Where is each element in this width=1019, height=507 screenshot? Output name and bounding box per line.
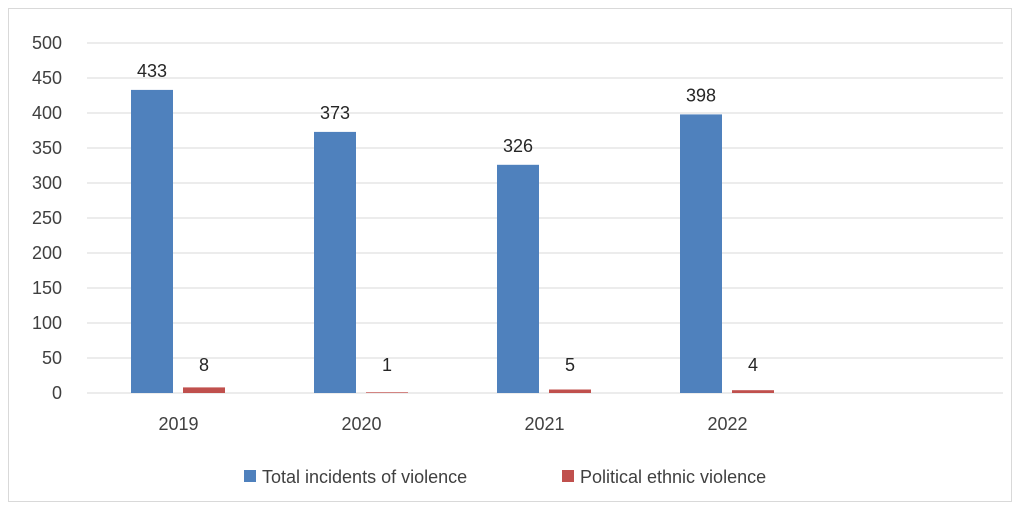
y-tick-label: 450 [32, 68, 62, 88]
bar-total-incidents-2022 [680, 114, 722, 394]
x-tick-label: 2022 [707, 414, 747, 434]
y-axis-tick-labels: 0 50 100 150 200 250 300 350 400 450 500 [32, 33, 62, 403]
legend-label-political-ethnic: Political ethnic violence [580, 467, 766, 487]
data-label-total-incidents-2020: 373 [320, 103, 350, 123]
legend-swatch-political-ethnic [562, 470, 574, 482]
bar-total-incidents-2021 [497, 164, 539, 393]
bars [131, 89, 774, 394]
x-tick-label: 2019 [158, 414, 198, 434]
y-tick-label: 50 [42, 348, 62, 368]
data-label-political-ethnic-2022: 4 [748, 355, 758, 375]
data-label-total-incidents-2021: 326 [503, 136, 533, 156]
legend: Total incidents of violence Political et… [244, 467, 766, 487]
data-label-total-incidents-2022: 398 [686, 85, 716, 105]
bar-total-incidents-2019 [131, 89, 173, 394]
legend-swatch-total-incidents [244, 470, 256, 482]
data-label-political-ethnic-2019: 8 [199, 355, 209, 375]
y-tick-label: 350 [32, 138, 62, 158]
legend-label-total-incidents: Total incidents of violence [262, 467, 467, 487]
bar-total-incidents-2020 [314, 131, 356, 393]
y-tick-label: 300 [32, 173, 62, 193]
bar-political-ethnic-2020 [366, 392, 408, 393]
data-labels: 433 8 373 1 326 5 398 4 [137, 61, 758, 375]
data-label-total-incidents-2019: 433 [137, 61, 167, 81]
data-label-political-ethnic-2021: 5 [565, 355, 575, 375]
y-tick-label: 150 [32, 278, 62, 298]
x-tick-label: 2020 [341, 414, 381, 434]
y-tick-label: 500 [32, 33, 62, 53]
x-axis-tick-labels: 2019 2020 2021 2022 [158, 414, 747, 434]
x-tick-label: 2021 [524, 414, 564, 434]
y-tick-label: 250 [32, 208, 62, 228]
bar-political-ethnic-2019 [183, 387, 225, 393]
gridlines [87, 42, 1003, 394]
y-tick-label: 0 [52, 383, 62, 403]
bar-political-ethnic-2021 [549, 389, 591, 393]
y-tick-label: 100 [32, 313, 62, 333]
y-tick-label: 200 [32, 243, 62, 263]
bar-political-ethnic-2022 [732, 390, 774, 393]
data-label-political-ethnic-2020: 1 [382, 355, 392, 375]
y-tick-label: 400 [32, 103, 62, 123]
